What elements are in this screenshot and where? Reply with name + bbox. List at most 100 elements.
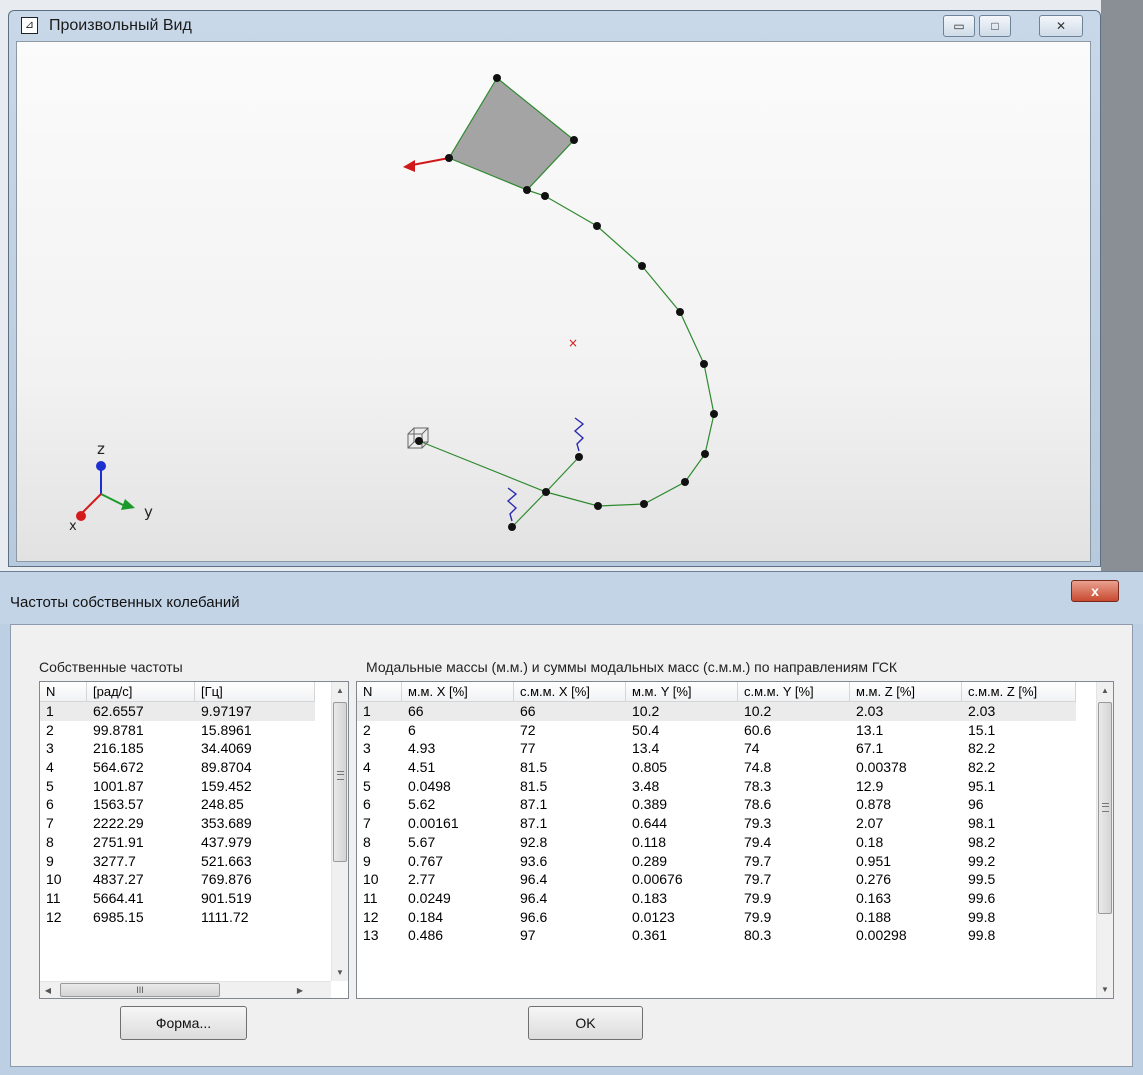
force-arrow-head — [403, 160, 415, 172]
table-cell: 0.183 — [632, 889, 668, 906]
model-viewport[interactable]: × z y — [16, 41, 1091, 562]
freq-table-body: 1 62.6557 9.97197 2 99.8781 15.8961 3 216.185 34… — [40, 702, 315, 926]
table-cell: 8 — [363, 833, 371, 850]
table-row[interactable]: 10 4837.27 769.876 — [40, 870, 315, 889]
table-cell: 769.876 — [201, 871, 252, 888]
table-cell: 11 — [363, 889, 378, 906]
table-cell: 96.4 — [520, 889, 548, 906]
table-cell: 0.00298 — [856, 927, 907, 944]
mass-column-header[interactable]: м.м. Y [%] — [626, 682, 738, 702]
table-row[interactable]: 6 5.62 87.1 0.389 78.6 0.878 96 — [357, 795, 1076, 814]
table-row[interactable]: 3 4.93 77 13.4 74 67.1 82.2 — [357, 739, 1076, 758]
table-cell: 11 — [46, 889, 61, 906]
close-button[interactable]: ✕ — [1039, 15, 1083, 37]
mass-column-header[interactable]: с.м.м. Y [%] — [738, 682, 850, 702]
freq-table[interactable]: N [рад/с] [Гц] 1 62.6557 9.97197 2 99.8781 15.8… — [39, 681, 349, 999]
table-row[interactable]: 11 0.0249 96.4 0.183 79.9 0.163 99.6 — [357, 889, 1076, 908]
table-row[interactable]: 9 3277.7 521.663 — [40, 852, 315, 871]
scroll-up-arrow-icon[interactable]: ▲ — [1101, 686, 1109, 695]
freq-column-header[interactable]: [Гц] — [195, 682, 315, 702]
hscroll-thumb[interactable]: III — [60, 983, 220, 997]
table-row[interactable]: 7 0.00161 87.1 0.644 79.3 2.07 98.1 — [357, 814, 1076, 833]
mass-column-header[interactable]: N — [357, 682, 402, 702]
table-row[interactable]: 13 0.486 97 0.361 80.3 0.00298 99.8 — [357, 926, 1076, 945]
table-row[interactable]: 1 66 66 10.2 10.2 2.03 2.03 — [357, 702, 1076, 721]
table-row[interactable]: 9 0.767 93.6 0.289 79.7 0.951 99.2 — [357, 852, 1076, 871]
table-cell: 2 — [363, 721, 371, 738]
table-cell: 74 — [744, 740, 760, 757]
table-cell: 248.85 — [201, 796, 244, 813]
frequencies-dialog: Частоты собственных колебаний x Собствен… — [0, 571, 1143, 1075]
table-row[interactable]: 12 6985.15 1111.72 — [40, 908, 315, 927]
view-title: Произвольный Вид — [49, 17, 192, 34]
table-row[interactable]: 10 2.77 96.4 0.00676 79.7 0.276 99.5 — [357, 870, 1076, 889]
table-row[interactable]: 12 0.184 96.6 0.0123 79.9 0.188 99.8 — [357, 908, 1076, 927]
node-point — [681, 478, 689, 486]
table-row[interactable]: 4 4.51 81.5 0.805 74.8 0.00378 82.2 — [357, 758, 1076, 777]
table-cell: 0.0123 — [632, 908, 675, 925]
mass-column-header[interactable]: м.м. Z [%] — [850, 682, 962, 702]
table-cell: 60.6 — [744, 721, 772, 738]
table-cell: 79.7 — [744, 852, 772, 869]
table-cell: 1111.72 — [201, 908, 249, 925]
view-window: ⊿ Произвольный Вид ▭ □ ✕ — [8, 10, 1101, 567]
mass-column-header[interactable]: с.м.м. Z [%] — [962, 682, 1076, 702]
minimize-button[interactable]: ▭ — [943, 15, 975, 37]
table-cell: 4837.27 — [93, 871, 144, 888]
freq-vscrollbar[interactable]: ▲ ▼ — [331, 682, 348, 981]
freq-hscrollbar[interactable]: ◀ III ▶ — [40, 981, 331, 998]
table-row[interactable]: 2 99.8781 15.8961 — [40, 721, 315, 740]
table-row[interactable]: 5 0.0498 81.5 3.48 78.3 12.9 95.1 — [357, 777, 1076, 796]
scroll-thumb[interactable] — [333, 702, 347, 862]
maximize-button[interactable]: □ — [979, 15, 1011, 37]
scroll-left-arrow-icon[interactable]: ◀ — [44, 986, 52, 995]
table-cell: 2.07 — [856, 815, 884, 832]
node-point — [523, 186, 531, 194]
mass-column-header[interactable]: м.м. X [%] — [402, 682, 514, 702]
ok-button[interactable]: OK — [528, 1006, 643, 1040]
table-cell: 34.4069 — [201, 740, 252, 757]
scroll-right-arrow-icon[interactable]: ▶ — [296, 986, 304, 995]
table-row[interactable]: 8 5.67 92.8 0.118 79.4 0.18 98.2 — [357, 833, 1076, 852]
mass-column-header[interactable]: с.м.м. X [%] — [514, 682, 626, 702]
shape-button[interactable]: Форма... — [120, 1006, 247, 1040]
mass-table-body: 1 66 66 10.2 10.2 2.03 2.03 2 6 72 50.4 60.6 13.1 15.… — [357, 702, 1076, 945]
table-cell: 0.0249 — [408, 889, 451, 906]
table-row[interactable]: 3 216.185 34.4069 — [40, 739, 315, 758]
scroll-thumb[interactable] — [1098, 702, 1112, 914]
table-cell: 80.3 — [744, 927, 772, 944]
table-cell: 0.163 — [856, 889, 892, 906]
table-cell: 82.2 — [968, 759, 996, 776]
table-row[interactable]: 11 5664.41 901.519 — [40, 889, 315, 908]
table-cell: 81.5 — [520, 759, 548, 776]
freq-column-header[interactable]: [рад/с] — [87, 682, 195, 702]
table-row[interactable]: 4 564.672 89.8704 — [40, 758, 315, 777]
table-cell: 13 — [363, 927, 379, 944]
scroll-down-arrow-icon[interactable]: ▼ — [336, 968, 344, 977]
mass-vscrollbar[interactable]: ▲ ▼ — [1096, 682, 1113, 998]
freq-column-header[interactable]: N — [40, 682, 87, 702]
table-cell: 77 — [520, 740, 536, 757]
table-row[interactable]: 1 62.6557 9.97197 — [40, 702, 315, 721]
table-row[interactable]: 6 1563.57 248.85 — [40, 795, 315, 814]
table-cell: 95.1 — [968, 777, 996, 794]
table-cell: 0.951 — [856, 852, 892, 869]
table-row[interactable]: 5 1001.87 159.452 — [40, 777, 315, 796]
table-cell: 0.805 — [632, 759, 668, 776]
table-row[interactable]: 7 2222.29 353.689 — [40, 814, 315, 833]
scroll-grip-icon — [337, 771, 344, 780]
table-cell: 62.6557 — [93, 703, 144, 719]
table-row[interactable]: 8 2751.91 437.979 — [40, 833, 315, 852]
view-titlebar[interactable]: ⊿ Произвольный Вид ▭ □ ✕ — [9, 11, 1100, 41]
scroll-up-arrow-icon[interactable]: ▲ — [336, 686, 344, 695]
table-cell: 99.8781 — [93, 721, 144, 738]
table-cell: 92.8 — [520, 833, 548, 850]
table-cell: 87.1 — [520, 796, 548, 813]
scroll-down-arrow-icon[interactable]: ▼ — [1101, 985, 1109, 994]
dialog-close-button[interactable]: x — [1071, 580, 1119, 602]
dialog-title: Частоты собственных колебаний — [10, 594, 240, 611]
table-row[interactable]: 2 6 72 50.4 60.6 13.1 15.1 — [357, 721, 1076, 740]
node-point — [508, 523, 516, 531]
